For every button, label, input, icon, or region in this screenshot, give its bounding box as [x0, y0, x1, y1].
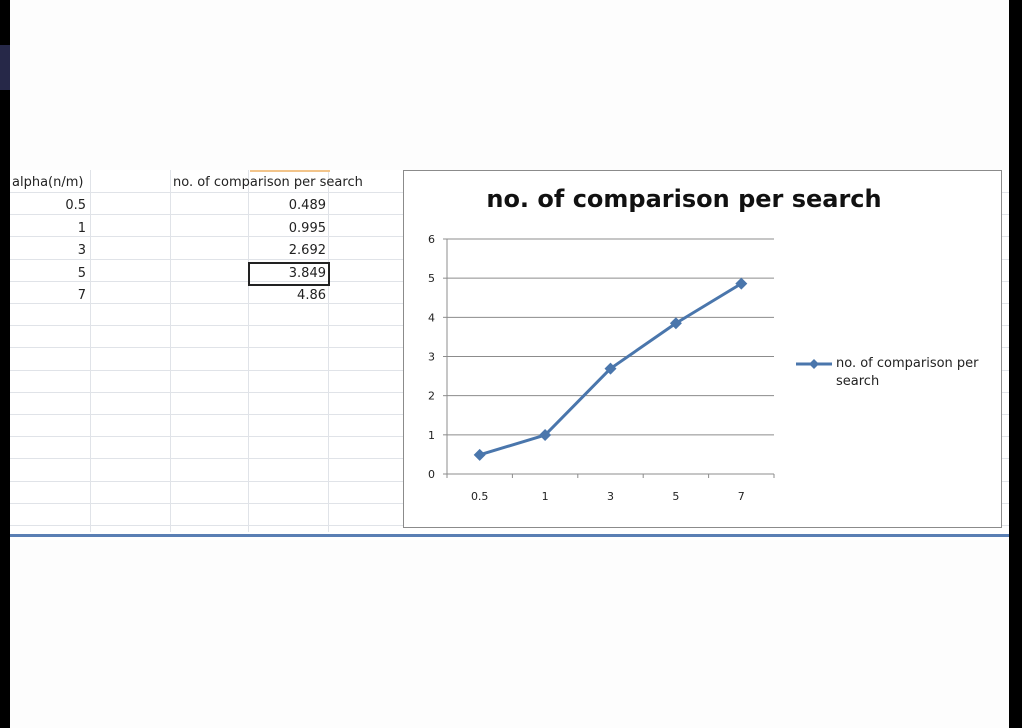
- y-tick-label: 0: [428, 468, 435, 481]
- y-tick-label: 3: [428, 351, 435, 364]
- sheet-bottom-border: [10, 534, 1009, 537]
- legend-marker-icon: [796, 359, 832, 369]
- cell-alpha[interactable]: 7: [77, 288, 86, 303]
- x-tick-label: 3: [607, 490, 614, 503]
- data-point-marker: [735, 277, 748, 290]
- y-tick-label: 1: [428, 429, 435, 442]
- cell-comparisons[interactable]: 2.692: [288, 243, 326, 258]
- cell-alpha[interactable]: 1: [77, 220, 86, 236]
- sheet-gridline-col: [170, 170, 171, 532]
- x-tick-label: 5: [672, 490, 679, 503]
- data-point-marker: [539, 429, 552, 442]
- data-point-marker: [604, 362, 617, 375]
- cell-alpha[interactable]: 5: [77, 265, 86, 281]
- y-tick-label: 6: [428, 233, 435, 246]
- x-tick-label: 7: [738, 490, 745, 503]
- y-tick-label: 5: [428, 272, 435, 285]
- selected-cell-outline[interactable]: [248, 262, 330, 286]
- header-comparisons[interactable]: no. of comparison per search: [173, 175, 363, 190]
- y-tick-label: 4: [428, 311, 435, 324]
- header-alpha[interactable]: alpha(n/m): [12, 175, 84, 190]
- taskbar-strip: [0, 45, 10, 90]
- sheet-gridline-col: [248, 170, 249, 532]
- data-point-marker: [669, 317, 682, 330]
- sheet-gridline-col: [90, 170, 91, 532]
- chart-plot-svg: 0 1 2 3 4 5 6 0.5 1 3 5 7: [428, 233, 775, 503]
- cell-alpha[interactable]: 3: [77, 243, 86, 258]
- line-chart[interactable]: no. of comparison per search 0 1 2 3 4 5 6 0.5 1…: [403, 170, 1002, 528]
- column-header-accent: [250, 170, 330, 172]
- cell-alpha[interactable]: 0.5: [65, 198, 86, 213]
- spreadsheet: alpha(n/m) no. of comparison per search …: [10, 170, 1009, 540]
- x-tick-label: 1: [542, 490, 549, 503]
- x-tick-label: 0.5: [471, 490, 489, 503]
- cell-comparisons[interactable]: 0.995: [288, 220, 326, 236]
- cell-comparisons[interactable]: 0.489: [288, 198, 326, 213]
- chart-title: no. of comparison per search: [486, 185, 882, 213]
- sheet-gridline-col: [328, 170, 329, 532]
- data-point-marker: [473, 448, 486, 461]
- cell-comparisons[interactable]: 4.86: [297, 288, 326, 303]
- y-tick-label: 2: [428, 390, 435, 403]
- cell-comparisons[interactable]: 3.849: [288, 265, 326, 281]
- legend-series-label: no. of comparison per search: [836, 356, 979, 389]
